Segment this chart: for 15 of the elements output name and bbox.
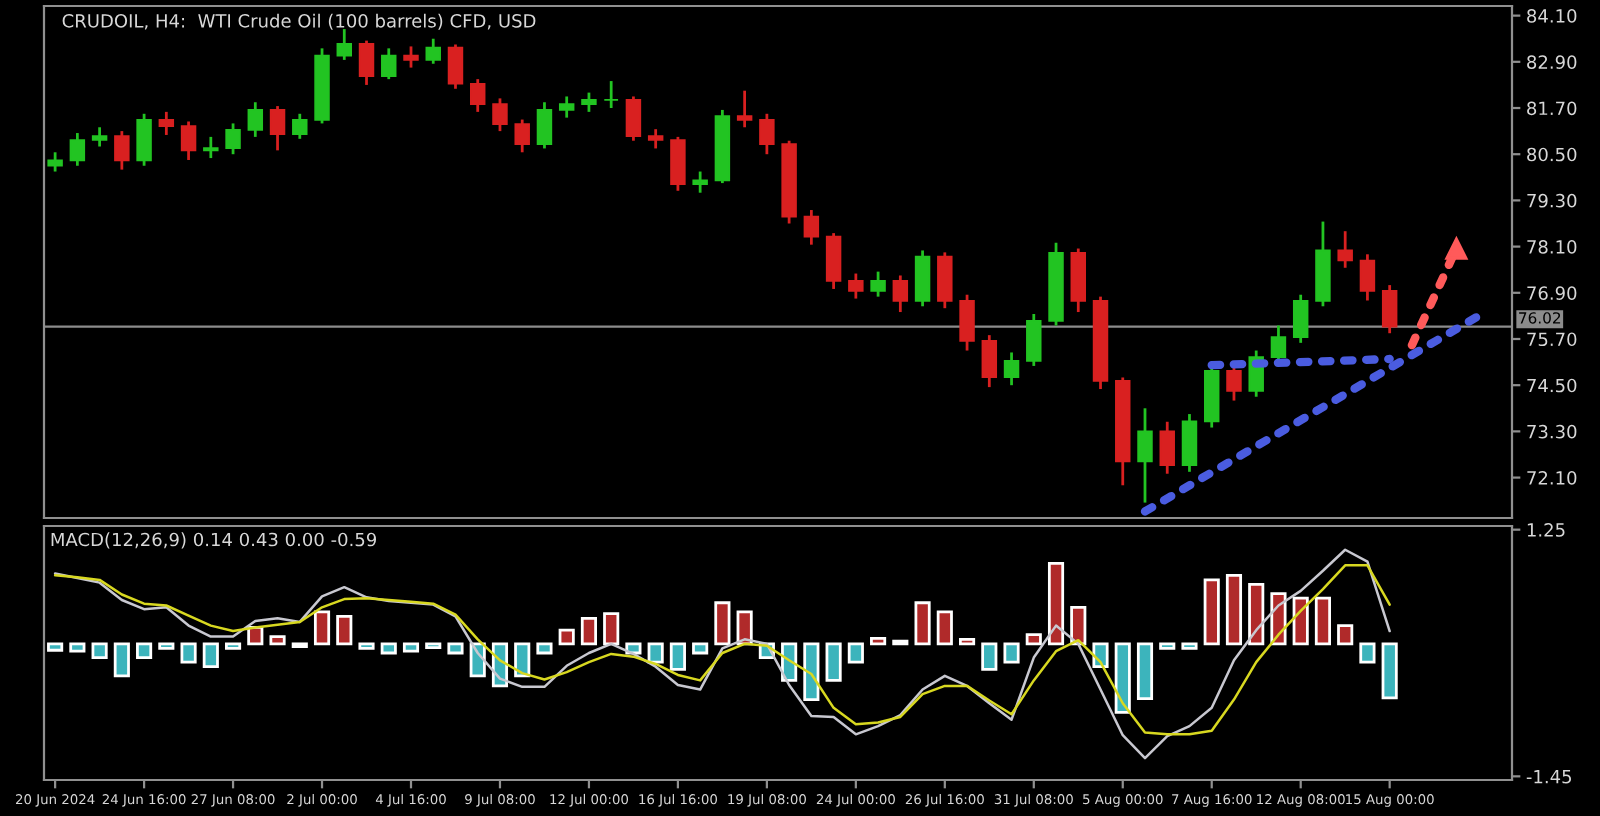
y-tick-label: 79.30 [1527,193,1577,208]
y-tick-label: 81.70 [1527,101,1577,116]
y-tick-label: 74.50 [1527,378,1577,393]
y-tick-label: 82.90 [1527,55,1577,69]
y-tick-label: 80.50 [1527,147,1577,162]
chart-title: CRUDOIL, H4: WTI Crude Oil (100 barrels) CFD, USD [62,13,536,30]
y-tick-label: -1.45 [1526,770,1572,784]
y-tick-label: 1.25 [1527,523,1565,537]
y-tick-label: 84.10 [1527,9,1577,23]
y-tick-label: 73.30 [1527,424,1577,439]
y-tick-label: 72.10 [1527,471,1577,485]
annotation: MACD(12,26,9) 0.14 0.43 0.00 -0.59 [51,532,377,549]
y-tick-label: 75.70 [1527,332,1577,347]
y-tick-label: 76.90 [1527,286,1577,300]
y-tick-label: 78.10 [1527,240,1577,254]
